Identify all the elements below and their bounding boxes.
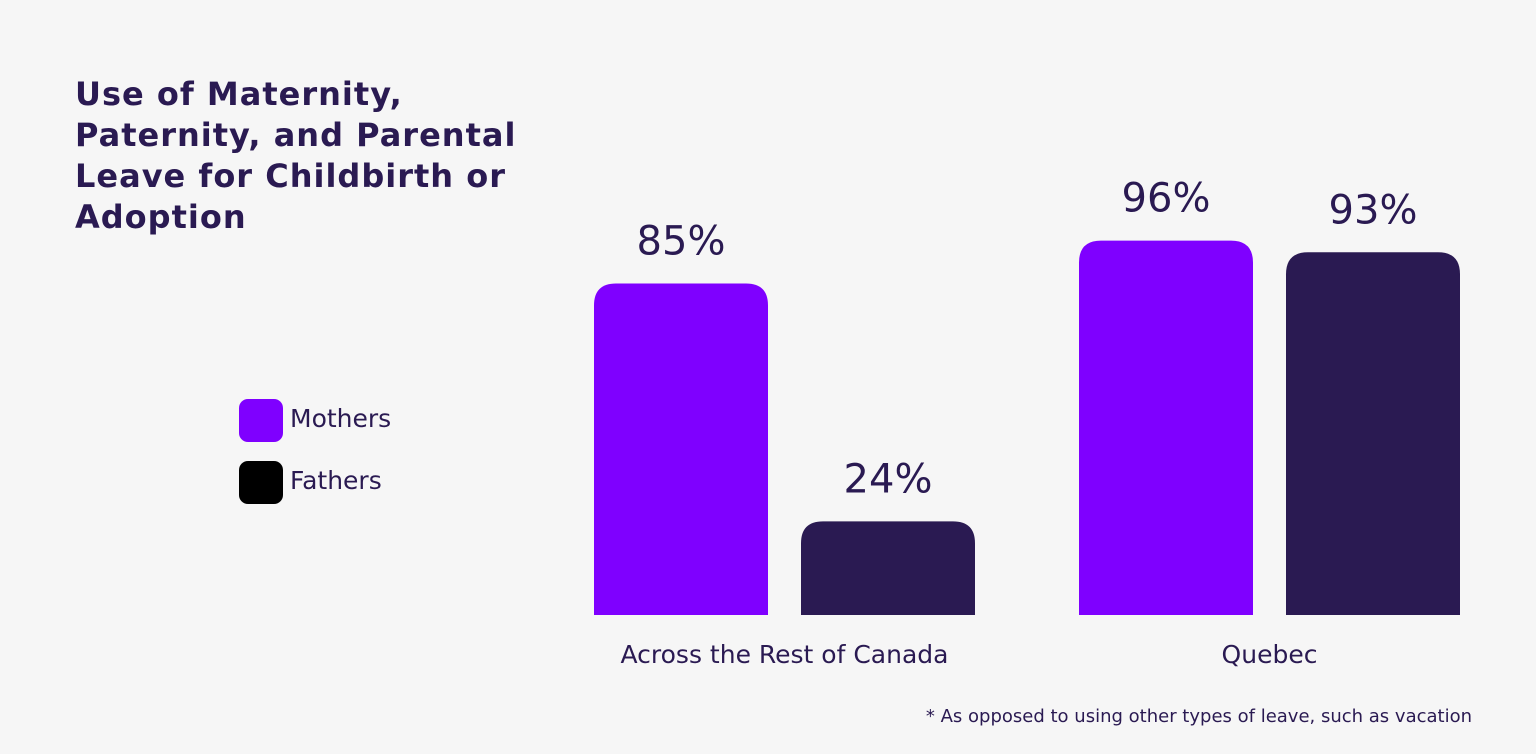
value-label: 85%: [637, 219, 726, 265]
legend-label: Fathers: [290, 466, 382, 495]
value-label: 96%: [1122, 176, 1211, 222]
footnote: * As opposed to using other types of lea…: [926, 706, 1472, 727]
chart-title: Use of Maternity, Paternity, and Parenta…: [75, 75, 517, 236]
bar: [1079, 240, 1253, 615]
x-tick-label: Across the Rest of Canada: [621, 640, 949, 669]
legend-label: Mothers: [290, 404, 391, 433]
value-label: 93%: [1329, 187, 1418, 233]
bar: [801, 521, 975, 615]
bar: [594, 283, 768, 615]
bar: [1286, 252, 1460, 616]
legend-swatch: [239, 461, 283, 504]
value-label: 24%: [844, 456, 933, 502]
legend-swatch: [239, 399, 283, 442]
x-tick-label: Quebec: [1222, 640, 1318, 669]
